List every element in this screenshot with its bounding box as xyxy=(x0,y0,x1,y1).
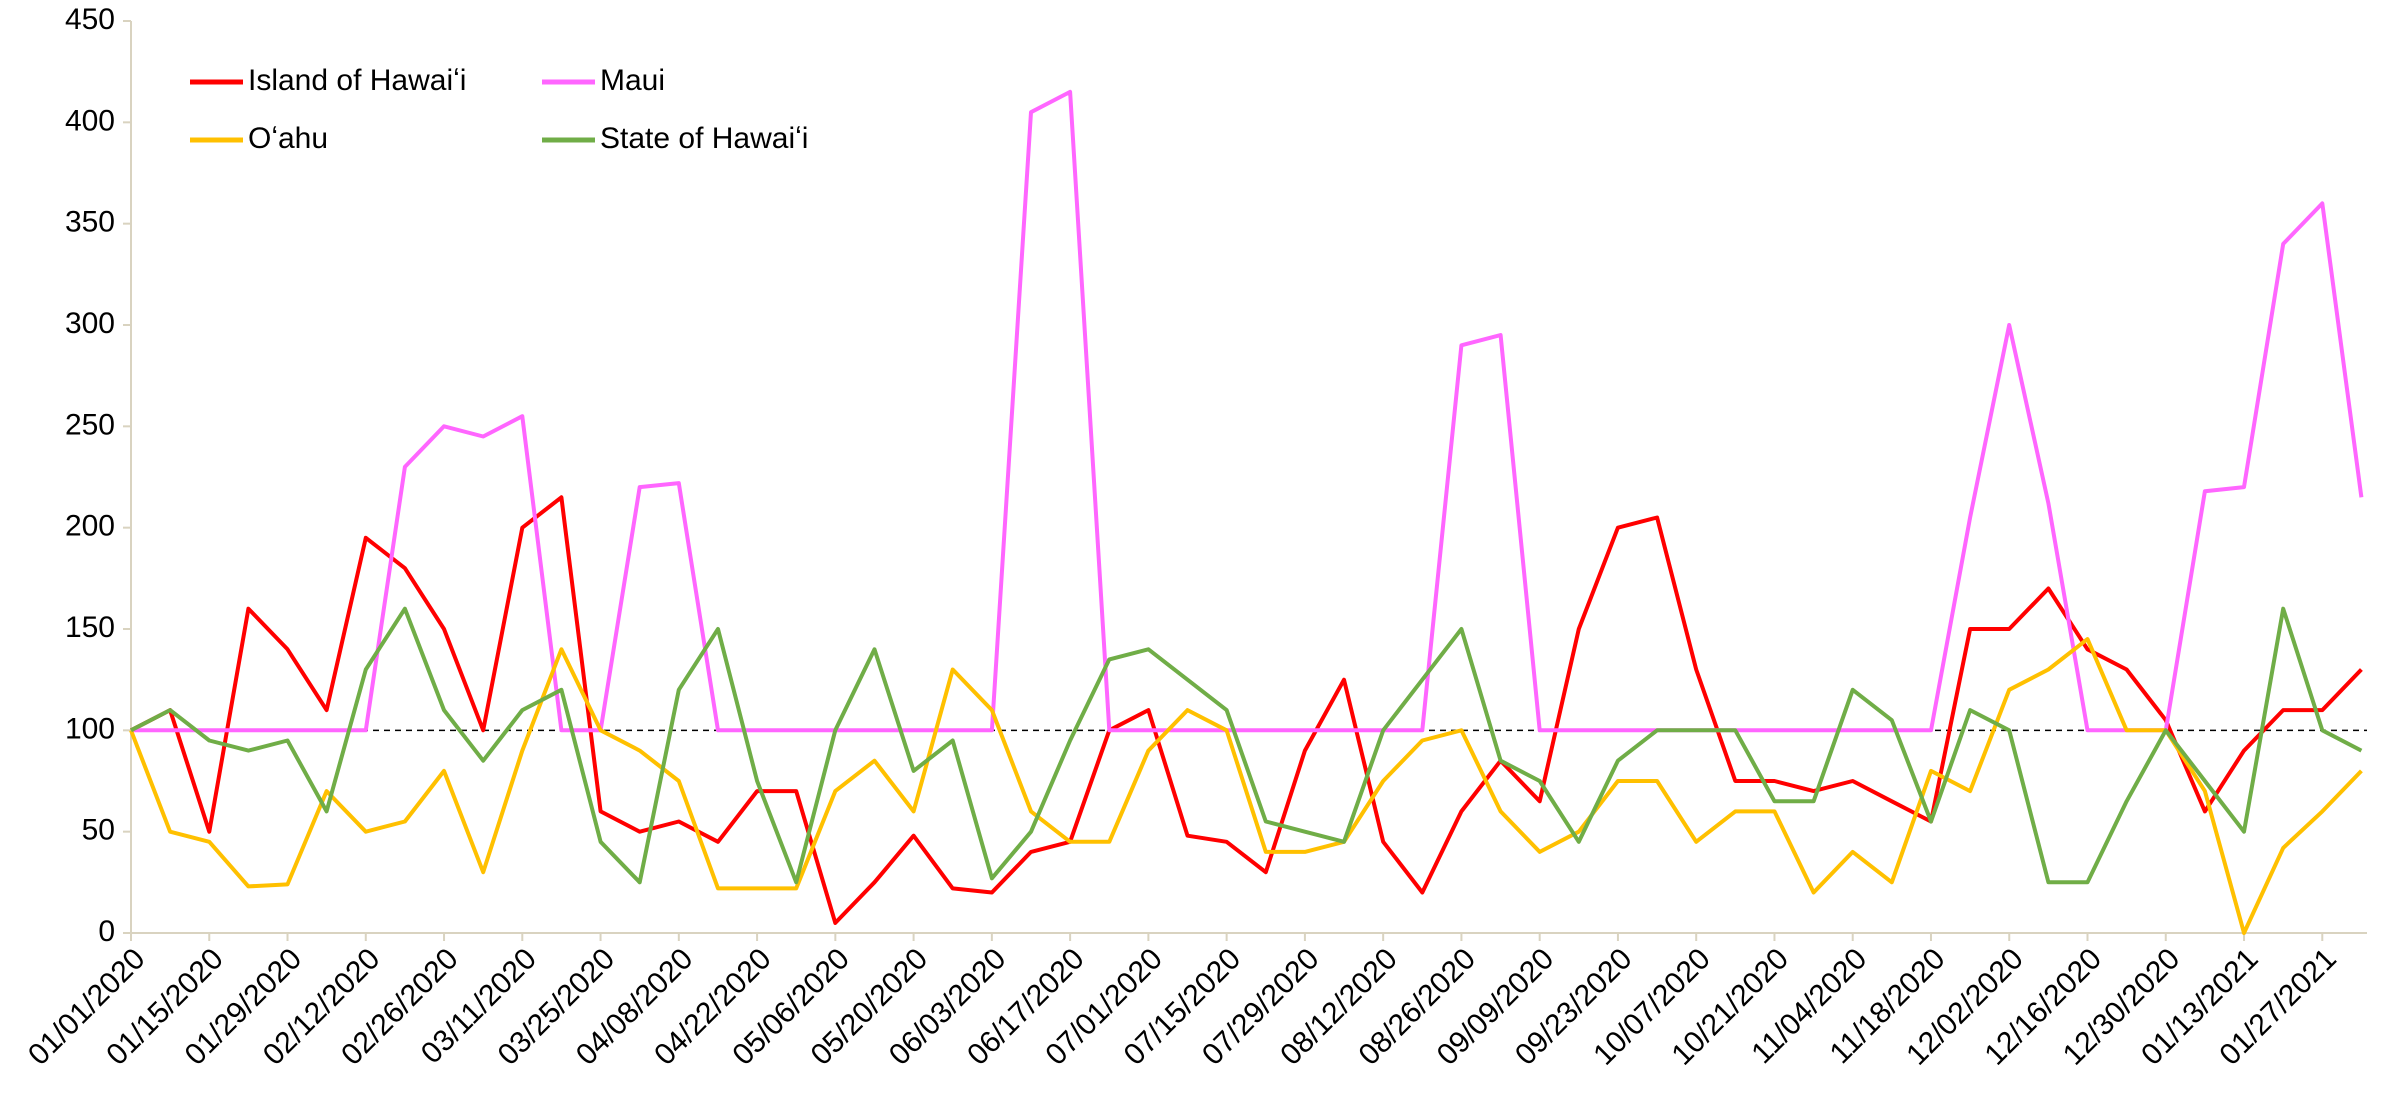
y-tick-label: 300 xyxy=(65,307,115,340)
series-line xyxy=(130,495,2363,925)
series-line xyxy=(131,89,2364,733)
legend-label: Oʻahu xyxy=(248,122,328,155)
y-tick-label: 450 xyxy=(65,3,115,36)
y-tick-label: 50 xyxy=(82,814,115,847)
y-tick-label: 400 xyxy=(65,104,115,137)
legend-label: Island of Hawaiʻi xyxy=(248,64,466,97)
y-tick-label: 350 xyxy=(65,206,115,239)
series-line xyxy=(130,606,2363,885)
legend-label: State of Hawaiʻi xyxy=(600,122,808,155)
y-tick-label: 0 xyxy=(98,915,115,948)
y-tick-label: 200 xyxy=(65,510,115,543)
y-tick-label: 100 xyxy=(65,712,115,745)
y-tick-label: 150 xyxy=(65,611,115,644)
series-line xyxy=(129,637,2363,935)
legend-label: Maui xyxy=(600,64,665,97)
y-tick-label: 250 xyxy=(65,408,115,441)
